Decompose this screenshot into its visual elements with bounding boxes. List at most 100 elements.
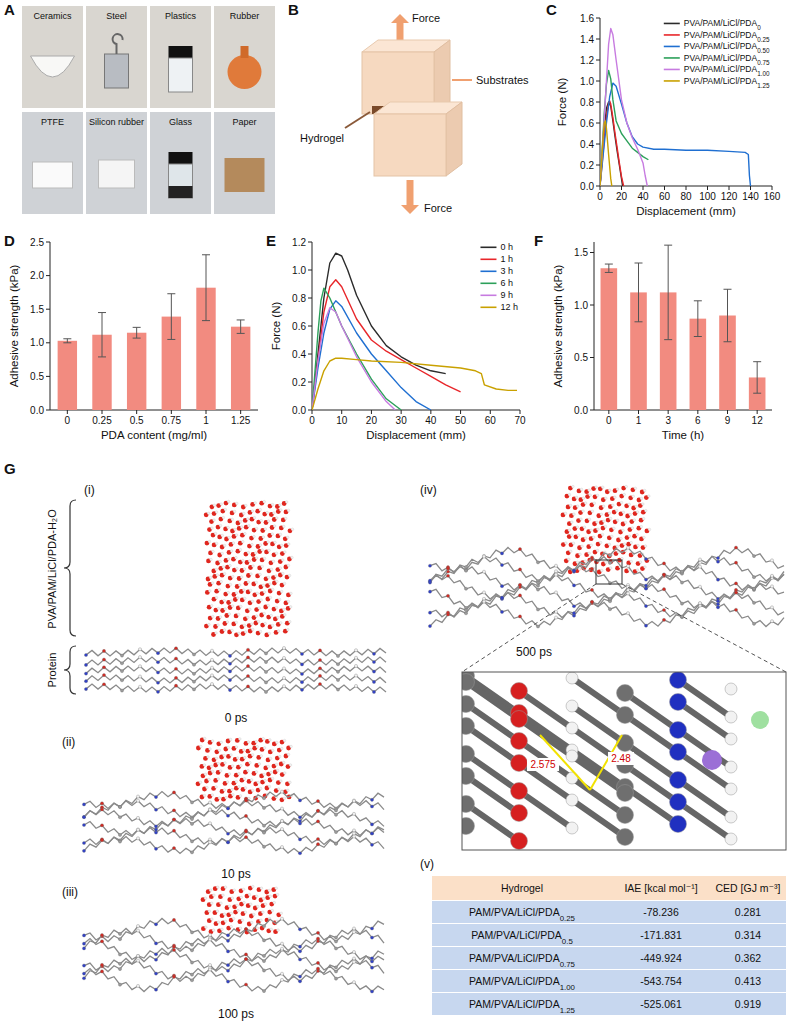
object: [225, 158, 265, 192]
atom: [698, 558, 701, 561]
water-hydrogen: [238, 785, 241, 788]
atom: [554, 616, 557, 619]
atom: [190, 851, 193, 854]
atom: [174, 676, 177, 679]
table-cell: -525.061: [640, 998, 682, 1010]
x-tick: [697, 410, 698, 414]
water-hydrogen: [215, 757, 218, 760]
water-hydrogen: [269, 596, 272, 599]
water-hydrogen: [288, 620, 291, 623]
water-hydrogen: [229, 738, 232, 741]
photo-label: Plastics: [165, 11, 197, 21]
water-hydrogen: [256, 592, 259, 595]
water-hydrogen: [251, 543, 254, 546]
water-hydrogen: [600, 513, 603, 516]
brace-label: Protein: [46, 653, 58, 688]
water-hydrogen: [227, 746, 230, 749]
error-stem: [171, 294, 172, 340]
water-hydrogen: [255, 771, 258, 774]
bar: [58, 341, 77, 410]
water-hydrogen: [243, 597, 246, 600]
water-hydrogen: [256, 745, 259, 748]
water-hydrogen: [648, 495, 651, 498]
water-hydrogen: [208, 778, 211, 781]
water-hydrogen: [287, 509, 290, 512]
y-tick: [46, 275, 50, 276]
water-hydrogen: [588, 518, 591, 521]
water-hydrogen: [628, 535, 631, 538]
water-hydrogen: [253, 516, 256, 519]
x-tick-label: 1.25: [231, 415, 251, 426]
water-hydrogen: [263, 925, 266, 928]
water-hydrogen: [251, 789, 254, 792]
water-hydrogen: [215, 511, 218, 514]
atom: [226, 980, 229, 983]
figure: ACeramicsSteelPlasticsRubberPTFESilicon …: [0, 0, 791, 1027]
atom: [298, 945, 301, 948]
atom: [752, 554, 755, 557]
atom: [482, 554, 485, 557]
atom: [118, 805, 121, 808]
inset-ground: [462, 672, 786, 850]
error-bar: [167, 294, 175, 340]
water-hydrogen: [226, 781, 229, 784]
y-tick-label: 1.0: [30, 337, 44, 348]
atom: [120, 654, 123, 657]
atom: [82, 849, 85, 852]
legend-swatch: [664, 80, 680, 82]
atom: [318, 667, 321, 670]
molecule-chain: [86, 684, 386, 692]
atom: [246, 664, 249, 667]
atom: [716, 556, 719, 559]
water-hydrogen: [636, 511, 639, 514]
atom: [462, 696, 475, 713]
atom: [464, 569, 467, 572]
atom: [370, 832, 373, 835]
water-hydrogen: [235, 556, 238, 559]
water-hydrogen: [239, 605, 242, 608]
water-hydrogen: [639, 561, 642, 564]
atom: [446, 567, 449, 570]
atom: [262, 924, 265, 927]
time-label: 500 ps: [516, 645, 552, 659]
atom: [280, 845, 283, 848]
water-hydrogen: [278, 598, 281, 601]
atom: [770, 574, 773, 577]
water-hydrogen: [275, 517, 278, 520]
x-tick-label: 0.5: [130, 415, 144, 426]
atom: [298, 950, 301, 953]
water-hydrogen: [620, 501, 623, 504]
y-axis-title: Adhesive strength (kPa): [8, 264, 20, 387]
water-hydrogen: [263, 773, 266, 776]
atom: [262, 954, 265, 957]
series-line: [312, 253, 446, 410]
water-hydrogen: [263, 591, 266, 594]
water-hydrogen: [576, 526, 579, 529]
atom: [462, 768, 475, 785]
water-hydrogen: [207, 756, 210, 759]
atom: [644, 578, 647, 581]
subscript: 1.00: [757, 70, 770, 77]
water-hydrogen: [253, 535, 256, 538]
panel-letter: E: [266, 232, 276, 249]
water-hydrogen: [280, 544, 283, 547]
panel-letter: F: [534, 232, 543, 249]
water-hydrogen: [257, 781, 260, 784]
atom: [156, 661, 159, 664]
y-tick: [308, 410, 312, 411]
photo-label: Paper: [232, 117, 256, 127]
x-tick: [136, 410, 137, 414]
water-hydrogen: [216, 886, 219, 889]
water-hydrogen: [571, 521, 574, 524]
water-hydrogen: [286, 536, 289, 539]
y-tick-label: 1.4: [580, 34, 594, 45]
bar: [601, 268, 618, 410]
y-tick: [308, 382, 312, 383]
water-hydrogen: [262, 536, 265, 539]
plot-data: [58, 255, 251, 410]
atom: [136, 837, 139, 840]
x-tick: [401, 410, 402, 414]
y-axis-title: Force (N): [270, 302, 282, 351]
water-hydrogen: [573, 513, 576, 516]
water-hydrogen: [281, 559, 284, 562]
